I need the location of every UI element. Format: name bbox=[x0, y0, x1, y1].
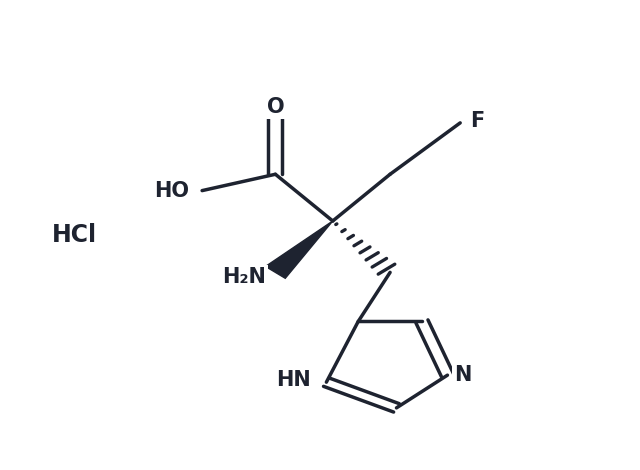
Text: HCl: HCl bbox=[52, 223, 97, 247]
Text: N: N bbox=[454, 365, 471, 385]
Text: O: O bbox=[267, 96, 284, 117]
Text: F: F bbox=[470, 110, 484, 131]
Text: HN: HN bbox=[276, 370, 310, 390]
Polygon shape bbox=[266, 221, 333, 278]
Text: HO: HO bbox=[154, 180, 189, 201]
Text: H₂N: H₂N bbox=[222, 267, 266, 287]
